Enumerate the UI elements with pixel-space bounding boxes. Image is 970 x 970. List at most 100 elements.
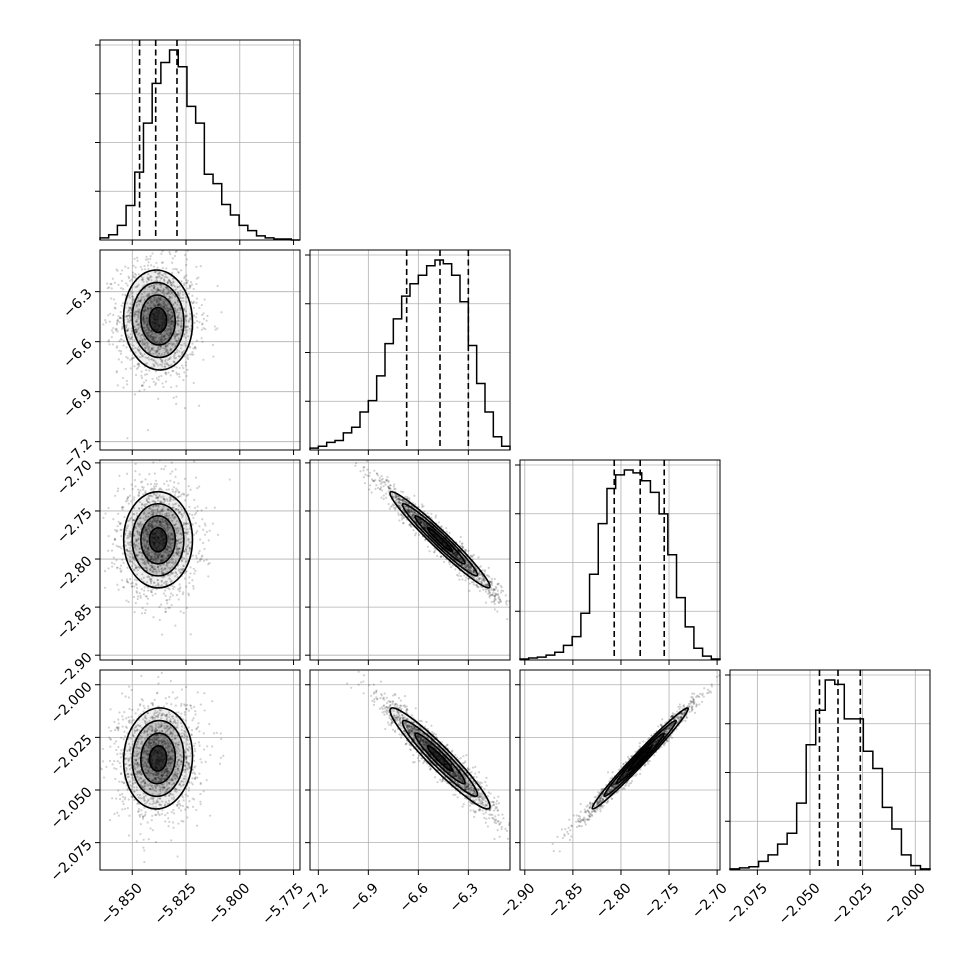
sample-point bbox=[393, 496, 396, 499]
sample-point bbox=[174, 559, 177, 562]
sample-point bbox=[179, 289, 182, 292]
sample-point bbox=[160, 525, 163, 528]
sample-point bbox=[494, 593, 498, 596]
sample-point bbox=[146, 317, 149, 320]
sample-point bbox=[161, 520, 164, 524]
sample-point bbox=[412, 517, 416, 520]
sample-point bbox=[172, 360, 175, 363]
sample-point bbox=[150, 578, 153, 581]
sample-point bbox=[397, 498, 400, 501]
sample-point bbox=[159, 585, 162, 588]
sample-point bbox=[145, 553, 149, 556]
sample-point bbox=[169, 317, 173, 320]
sample-point bbox=[490, 600, 493, 604]
sample-point bbox=[177, 329, 181, 332]
sample-point bbox=[128, 550, 131, 553]
sample-point bbox=[163, 500, 166, 503]
sample-point bbox=[181, 514, 185, 517]
sample-point bbox=[138, 531, 141, 534]
sample-point bbox=[156, 578, 159, 582]
sample-point bbox=[115, 559, 118, 562]
sample-point bbox=[157, 297, 160, 300]
sample-point bbox=[129, 302, 132, 305]
sample-point bbox=[185, 281, 188, 285]
sample-point bbox=[177, 512, 181, 515]
sample-point bbox=[146, 548, 149, 551]
sample-point bbox=[127, 308, 130, 311]
sample-point bbox=[145, 323, 148, 326]
sample-point bbox=[386, 475, 389, 479]
sample-point bbox=[137, 363, 141, 366]
sample-point bbox=[147, 515, 150, 519]
sample-point bbox=[160, 340, 163, 343]
sample-point bbox=[138, 340, 141, 343]
sample-point bbox=[136, 363, 139, 366]
sample-point bbox=[194, 521, 197, 525]
sample-point bbox=[145, 566, 148, 569]
sample-point bbox=[167, 278, 171, 281]
sample-point bbox=[166, 562, 169, 565]
sample-point bbox=[160, 276, 164, 280]
sample-point bbox=[500, 589, 503, 592]
sample-point bbox=[335, 452, 337, 454]
sample-point bbox=[162, 572, 165, 575]
contour-level-3 bbox=[122, 490, 194, 589]
sample-point bbox=[460, 542, 463, 545]
sample-point bbox=[183, 349, 186, 352]
sample-point bbox=[110, 329, 114, 332]
sample-point bbox=[163, 482, 166, 486]
sample-point bbox=[127, 314, 130, 317]
sample-point bbox=[162, 335, 165, 338]
sample-point bbox=[132, 595, 136, 599]
sample-point bbox=[414, 534, 417, 537]
sample-point bbox=[203, 547, 206, 551]
sample-point bbox=[169, 331, 172, 335]
sample-point bbox=[161, 518, 164, 522]
sample-point bbox=[155, 298, 159, 302]
sample-point bbox=[102, 516, 105, 519]
sample-point bbox=[125, 315, 128, 318]
sample-point bbox=[145, 531, 148, 534]
sample-point bbox=[151, 495, 154, 498]
sample-point bbox=[145, 373, 149, 376]
sample-point bbox=[129, 517, 132, 520]
sample-point bbox=[159, 564, 162, 567]
sample-point bbox=[179, 292, 182, 295]
sample-point bbox=[161, 555, 164, 559]
sample-point bbox=[167, 523, 170, 527]
sample-point bbox=[118, 545, 121, 548]
sample-point bbox=[456, 556, 459, 560]
sample-point bbox=[173, 481, 176, 484]
sample-point bbox=[165, 556, 168, 560]
sample-point bbox=[174, 332, 177, 336]
sample-point bbox=[167, 534, 170, 537]
sample-point bbox=[152, 461, 155, 464]
sample-point bbox=[147, 329, 151, 332]
sample-point bbox=[166, 363, 170, 366]
sample-point bbox=[469, 554, 472, 557]
sample-point bbox=[160, 568, 163, 571]
sample-point bbox=[140, 524, 143, 527]
sample-point bbox=[149, 334, 152, 338]
sample-point bbox=[493, 594, 496, 597]
sample-point bbox=[154, 352, 157, 355]
sample-point bbox=[150, 348, 153, 351]
sample-point bbox=[191, 554, 195, 557]
sample-point bbox=[165, 548, 168, 551]
sample-point bbox=[156, 304, 159, 308]
sample-point bbox=[176, 303, 179, 306]
sample-point bbox=[185, 494, 188, 497]
sample-point bbox=[142, 576, 145, 579]
sample-point bbox=[202, 312, 205, 315]
sample-point bbox=[171, 315, 174, 318]
sample-point bbox=[172, 293, 175, 296]
sample-point bbox=[141, 558, 144, 561]
sample-point bbox=[422, 522, 425, 525]
sample-point bbox=[129, 319, 132, 322]
sample-point bbox=[186, 325, 189, 328]
sample-point bbox=[411, 513, 415, 516]
sample-point bbox=[150, 337, 153, 340]
sample-point bbox=[458, 540, 462, 543]
sample-point bbox=[149, 335, 152, 338]
sample-point bbox=[174, 310, 177, 313]
